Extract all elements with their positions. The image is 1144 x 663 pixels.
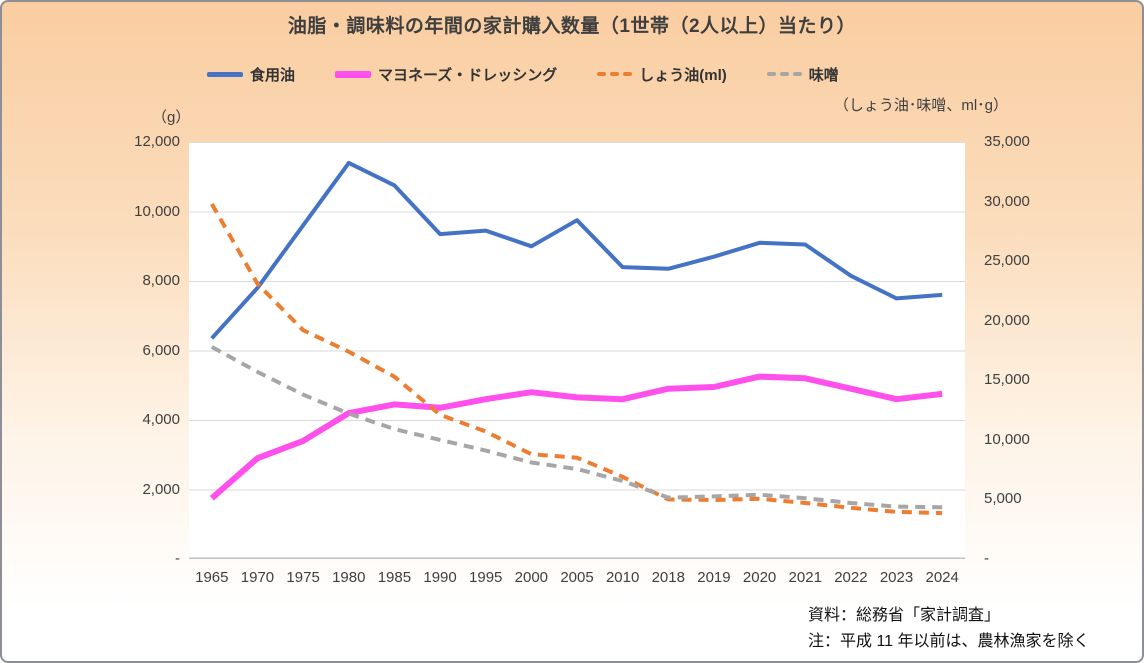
y-left-tick-label: 4,000 bbox=[142, 411, 180, 428]
mayonnaise-line-swatch-icon bbox=[335, 70, 372, 78]
series-line-3 bbox=[210, 345, 943, 510]
x-tick-label: 1985 bbox=[377, 569, 412, 586]
caveat-note: 注：平成 11 年以前は、農林漁家を除く bbox=[808, 633, 1090, 650]
series-line-0 bbox=[210, 160, 943, 340]
legend-label-cooking-oil: 食用油 bbox=[250, 66, 296, 84]
left-axis-unit-label: （g） bbox=[152, 109, 191, 126]
legend: 食用油 マヨネーズ・ドレッシング しょう油(ml) 味噌 bbox=[207, 63, 839, 85]
x-tick-label: 2021 bbox=[788, 569, 822, 586]
x-tick-label: 1970 bbox=[240, 569, 275, 586]
y-right-tick-label: - bbox=[984, 550, 989, 567]
x-tick-label: 2018 bbox=[651, 569, 685, 586]
plot-area bbox=[189, 142, 965, 559]
y-right-tick-label: 5,000 bbox=[984, 490, 1022, 508]
y-right-tick-label: 30,000 bbox=[984, 192, 1030, 210]
x-tick-label: 2019 bbox=[697, 569, 731, 586]
legend-item-cooking-oil: 食用油 bbox=[207, 64, 295, 85]
right-axis-unit-label: （しょう油･味噌、ml･g） bbox=[833, 97, 1008, 114]
y-left-tick-label: 12,000 bbox=[134, 133, 180, 150]
x-tick-label: 2022 bbox=[834, 569, 868, 586]
footer-notes: 資料：総務省「家計調査」 注：平成 11 年以前は、農林漁家を除く bbox=[808, 603, 1090, 655]
x-tick-label: 1995 bbox=[469, 569, 503, 586]
y-left-tick-label: 6,000 bbox=[142, 341, 180, 359]
legend-label-miso: 味噌 bbox=[808, 66, 839, 84]
x-tick-label: 2010 bbox=[605, 569, 640, 586]
legend-item-mayonnaise: マヨネーズ・ドレッシング bbox=[335, 64, 557, 85]
x-tick-label: 1990 bbox=[423, 569, 457, 586]
y-left-tick-label: 2,000 bbox=[142, 480, 180, 498]
legend-label-soy-sauce: しょう油(ml) bbox=[639, 66, 727, 84]
series-line-1 bbox=[209, 373, 943, 501]
x-tick-label: 2024 bbox=[925, 569, 959, 586]
cooking-oil-line-swatch-icon bbox=[207, 71, 243, 77]
y-left-tick-label: 8,000 bbox=[142, 272, 180, 289]
y-right-tick-label: 20,000 bbox=[984, 311, 1030, 329]
x-tick-label: 2000 bbox=[514, 569, 549, 586]
y-right-tick-label: 15,000 bbox=[984, 371, 1030, 389]
source-note: 資料：総務省「家計調査」 bbox=[808, 607, 1001, 624]
legend-item-miso: 味噌 bbox=[766, 64, 839, 85]
x-tick-label: 2005 bbox=[560, 569, 594, 586]
y-right-tick-label: 10,000 bbox=[984, 430, 1030, 448]
series-line-2 bbox=[210, 203, 943, 516]
x-tick-label: 1980 bbox=[332, 569, 366, 586]
y-right-tick-label: 35,000 bbox=[984, 133, 1030, 150]
y-right-tick-label: 25,000 bbox=[984, 252, 1030, 270]
y-left-tick-label: - bbox=[175, 550, 180, 567]
miso-dash-swatch-icon bbox=[766, 72, 802, 76]
chart-title: 油脂・調味料の年間の家計購入数量（1世帯（2人以上）当たり） bbox=[287, 16, 857, 37]
x-tick-label: 1975 bbox=[286, 569, 320, 586]
legend-label-mayonnaise: マヨネーズ・ドレッシング bbox=[378, 66, 558, 84]
x-tick-label: 2023 bbox=[879, 569, 914, 586]
soy-sauce-dash-swatch-icon bbox=[597, 72, 633, 76]
y-left-tick-label: 10,000 bbox=[134, 202, 180, 220]
line-chart bbox=[189, 142, 965, 559]
x-tick-label: 2020 bbox=[742, 569, 777, 586]
legend-item-soy-sauce: しょう油(ml) bbox=[597, 64, 727, 85]
x-tick-label: 1965 bbox=[195, 569, 229, 586]
